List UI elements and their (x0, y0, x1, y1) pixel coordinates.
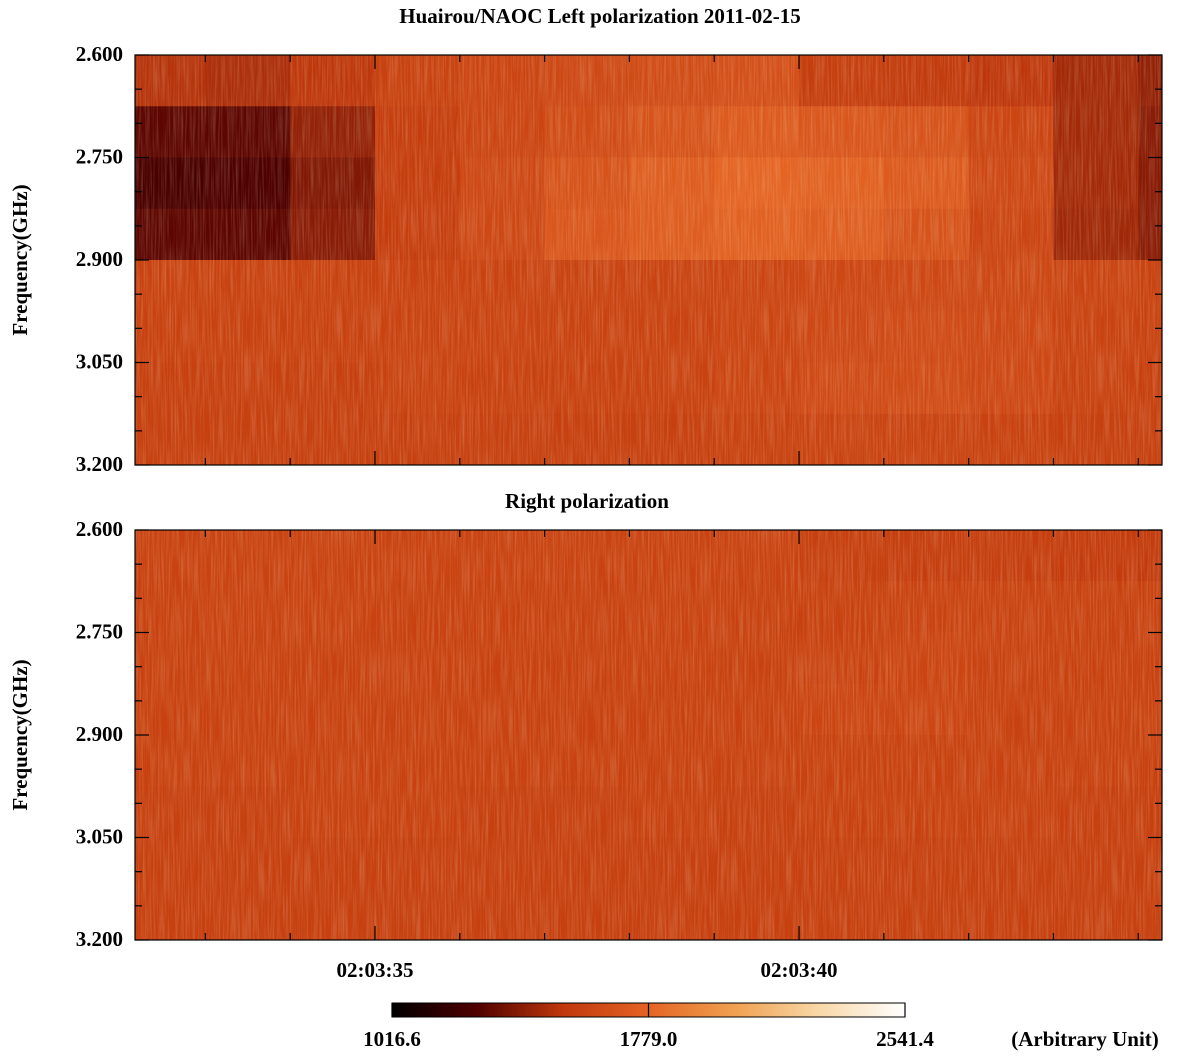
colorbar-tick-label: 1016.6 (363, 1027, 421, 1051)
chart-title: Huairou/NAOC Left polarization 2011-02-1… (399, 4, 801, 28)
y-tick-label: 2.750 (76, 144, 123, 168)
y-tick-label: 3.050 (76, 824, 123, 848)
panel-title: Right polarization (505, 489, 669, 513)
texture (135, 530, 1162, 940)
texture (135, 55, 1162, 465)
y-axis-label: Frequency(GHz) (8, 184, 32, 335)
y-axis-label: Frequency(GHz) (8, 659, 32, 810)
y-tick-label: 2.600 (76, 42, 123, 66)
colorbar-tick-label: 1779.0 (620, 1027, 678, 1051)
y-tick-label: 3.050 (76, 349, 123, 373)
y-tick-label: 3.200 (76, 927, 123, 951)
y-tick-label: 2.900 (76, 722, 123, 746)
y-tick-label: 2.600 (76, 517, 123, 541)
x-tick-label: 02:03:35 (337, 958, 414, 982)
y-tick-label: 2.900 (76, 247, 123, 271)
y-tick-label: 3.200 (76, 452, 123, 476)
y-tick-label: 2.750 (76, 619, 123, 643)
colorbar-label: (Arbitrary Unit) (1011, 1027, 1159, 1051)
colorbar-tick-label: 2541.4 (876, 1027, 934, 1051)
x-tick-label: 02:03:40 (761, 958, 838, 982)
